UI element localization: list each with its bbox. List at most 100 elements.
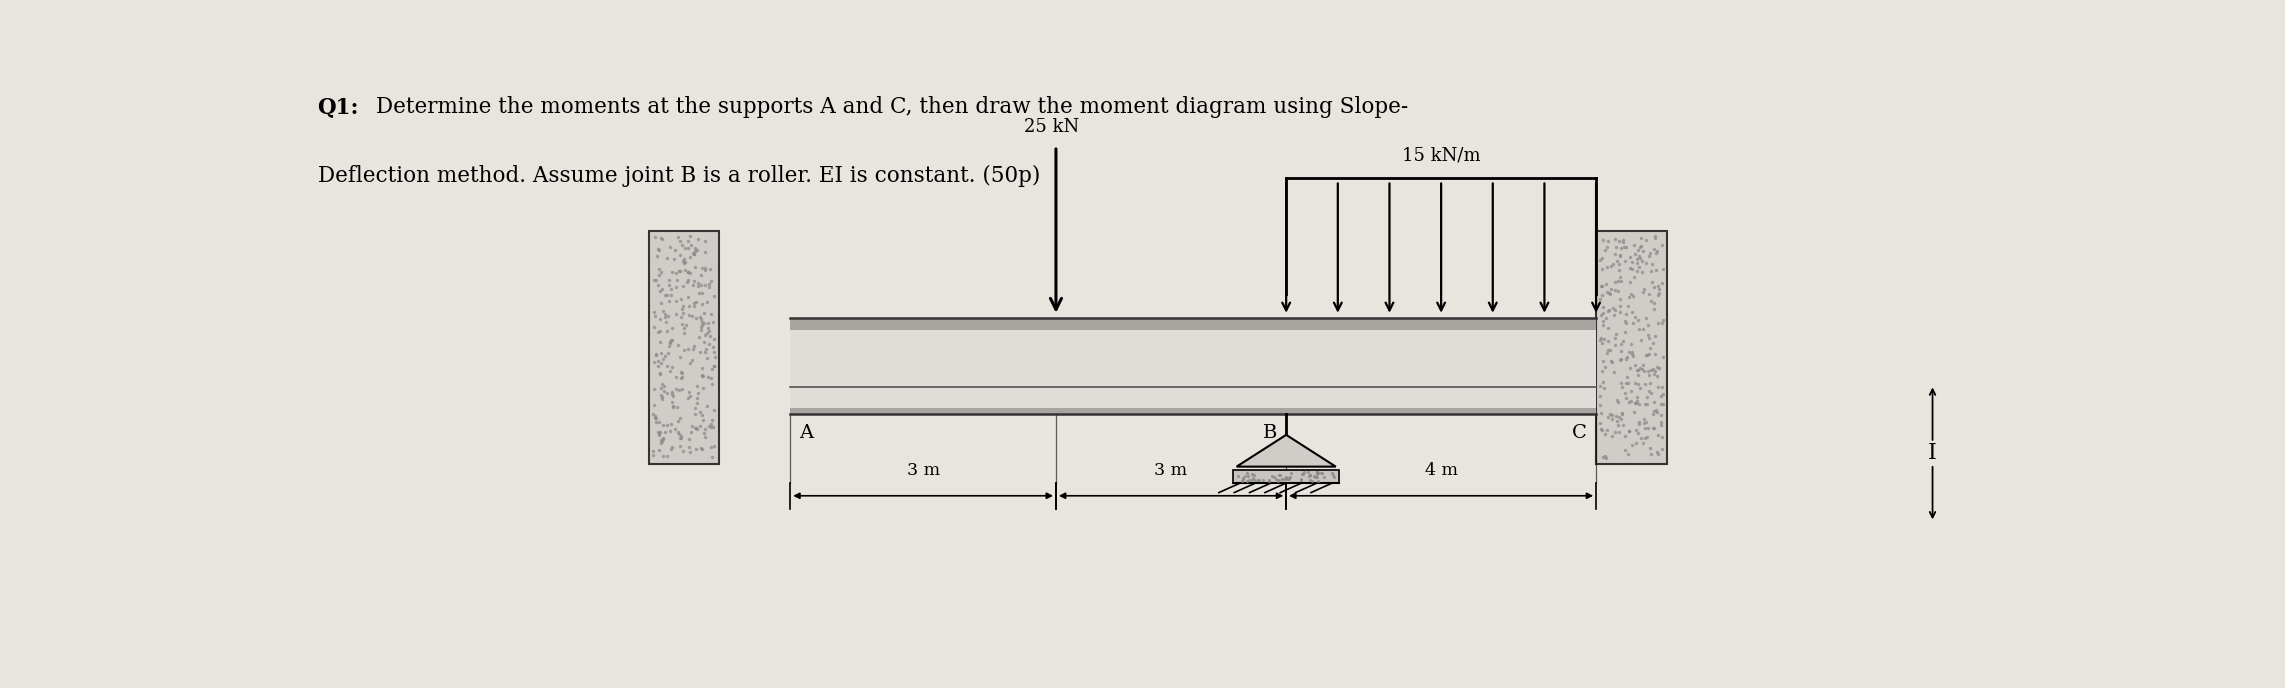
Point: [1629, 422, 1666, 433]
Point: [1282, 474, 1318, 485]
Point: [676, 408, 713, 419]
Point: [665, 372, 701, 383]
Point: [1586, 301, 1622, 312]
Point: [651, 241, 688, 252]
Point: [1602, 249, 1638, 260]
Point: [690, 338, 727, 350]
Point: [1234, 474, 1270, 485]
Point: [1593, 356, 1629, 367]
Point: [1618, 398, 1654, 409]
Point: [672, 391, 708, 402]
Point: [1627, 365, 1663, 376]
Point: [1618, 438, 1654, 449]
Point: [1613, 440, 1650, 451]
Point: [683, 321, 720, 332]
Point: [642, 368, 679, 379]
Point: [1298, 469, 1334, 480]
Point: [1581, 418, 1618, 429]
Point: [1597, 340, 1634, 351]
Point: [686, 317, 722, 328]
Point: [1620, 392, 1657, 403]
Point: [686, 383, 722, 394]
Point: [663, 440, 699, 451]
Point: [1645, 382, 1682, 393]
Point: [656, 423, 692, 434]
Point: [663, 383, 699, 394]
Point: [690, 297, 727, 308]
Point: [688, 343, 724, 354]
Point: [1643, 417, 1679, 428]
Point: [1634, 364, 1670, 375]
Point: [654, 322, 690, 333]
Point: [635, 307, 672, 318]
Point: [670, 243, 706, 254]
Point: [1620, 250, 1657, 261]
Point: [1270, 472, 1307, 483]
Point: [1588, 261, 1625, 272]
Point: [672, 447, 708, 458]
Point: [1631, 343, 1668, 354]
Point: [1584, 424, 1620, 436]
Point: [683, 262, 720, 273]
Point: [1286, 466, 1323, 477]
Point: [1293, 475, 1330, 486]
Point: [670, 275, 706, 286]
Point: [1600, 259, 1636, 270]
Point: [663, 431, 699, 442]
Point: [665, 307, 701, 318]
Point: [1593, 431, 1629, 442]
Point: [688, 346, 724, 357]
Polygon shape: [1236, 435, 1337, 466]
Point: [665, 301, 701, 312]
Point: [1606, 387, 1643, 398]
Point: [658, 245, 695, 256]
Point: [1636, 406, 1673, 417]
Point: [690, 421, 727, 432]
Point: [683, 280, 720, 291]
Point: [1602, 413, 1638, 424]
Point: [683, 313, 720, 324]
Point: [1636, 365, 1673, 376]
Point: [642, 285, 679, 296]
Point: [1590, 344, 1627, 355]
Point: [667, 344, 704, 355]
Point: [672, 427, 708, 438]
Point: [679, 245, 715, 256]
Point: [1620, 369, 1657, 380]
Point: [640, 356, 676, 367]
Point: [635, 383, 672, 394]
Point: [695, 347, 731, 358]
Point: [644, 385, 681, 396]
Point: [638, 349, 674, 360]
Point: [1584, 337, 1620, 348]
Point: [676, 341, 713, 352]
Point: [1604, 408, 1641, 419]
Point: [635, 400, 672, 411]
Point: [679, 234, 715, 245]
Point: [1593, 409, 1629, 420]
Point: [1643, 391, 1679, 402]
Point: [1641, 430, 1677, 441]
Point: [1625, 255, 1661, 266]
Point: [1613, 396, 1650, 407]
Point: [647, 426, 683, 437]
Point: [647, 350, 683, 361]
Text: I: I: [1929, 442, 1938, 464]
Point: [1634, 422, 1670, 433]
Point: [1613, 346, 1650, 357]
Point: [676, 242, 713, 253]
Point: [1606, 315, 1643, 326]
Point: [1270, 473, 1307, 484]
Point: [1615, 290, 1652, 301]
Point: [1254, 472, 1291, 483]
Point: [1611, 292, 1647, 303]
Point: [638, 413, 674, 424]
Point: [665, 253, 701, 264]
Point: [1641, 449, 1677, 460]
Point: [660, 429, 697, 440]
Text: B: B: [1264, 424, 1277, 442]
Point: [642, 314, 679, 325]
Point: [649, 347, 686, 358]
Point: [1584, 316, 1620, 327]
Point: [1620, 378, 1657, 389]
